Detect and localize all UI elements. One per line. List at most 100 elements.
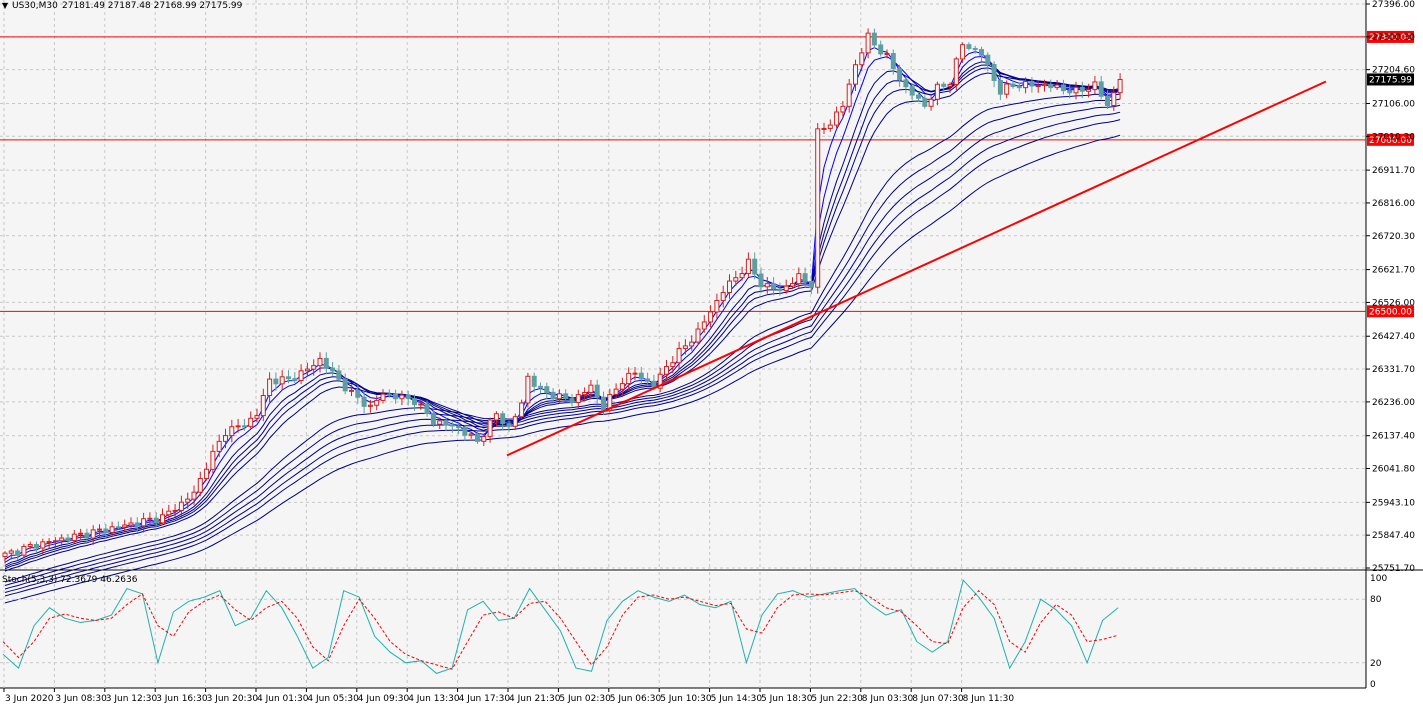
candle-body[interactable] [109, 526, 115, 533]
candle-body[interactable] [909, 86, 915, 96]
candle-body[interactable] [815, 128, 821, 288]
candle-body[interactable] [947, 83, 953, 87]
candle-body[interactable] [752, 258, 758, 275]
candle-body[interactable] [903, 79, 909, 88]
candle-body[interactable] [966, 44, 972, 49]
candle-body[interactable] [991, 64, 997, 81]
candle-body[interactable] [997, 79, 1003, 95]
candle-body[interactable] [846, 83, 852, 107]
candle-body[interactable] [714, 300, 720, 313]
candle-body[interactable] [1048, 83, 1054, 89]
candle-body[interactable] [216, 440, 222, 452]
candle-body[interactable] [386, 393, 392, 396]
candle-body[interactable] [922, 97, 928, 107]
candle-body[interactable] [764, 283, 770, 288]
candle-body[interactable] [771, 283, 777, 290]
candle-body[interactable] [330, 367, 336, 372]
candle-body[interactable] [657, 373, 663, 389]
trendline[interactable] [506, 80, 1327, 457]
candle-body[interactable] [1042, 83, 1047, 87]
candle-body[interactable] [241, 425, 247, 428]
candle-body[interactable] [456, 425, 462, 428]
candle-body[interactable] [878, 44, 884, 55]
candle-body[interactable] [695, 328, 701, 343]
candle-body[interactable] [821, 127, 827, 130]
candle-body[interactable] [569, 398, 575, 403]
candle-body[interactable] [468, 433, 474, 436]
candle-body[interactable] [1105, 95, 1110, 107]
candle-body[interactable] [563, 393, 569, 400]
candle-body[interactable] [292, 378, 298, 381]
candle-body[interactable] [1117, 78, 1123, 94]
candle-body[interactable] [972, 47, 978, 51]
candle-body[interactable] [884, 53, 890, 56]
candle-body[interactable] [941, 83, 947, 87]
candle-body[interactable] [512, 416, 518, 427]
candle-body[interactable] [254, 415, 260, 419]
candle-body[interactable] [1035, 85, 1041, 88]
candle-body[interactable] [638, 372, 644, 380]
candle-body[interactable] [430, 412, 436, 425]
candle-body[interactable] [178, 501, 184, 511]
candle-body[interactable] [1016, 86, 1022, 89]
candle-body[interactable] [1086, 89, 1092, 92]
candle-body[interactable] [147, 517, 153, 520]
candle-body[interactable] [808, 280, 814, 288]
candle-body[interactable] [197, 477, 203, 493]
chart-menu-arrow-icon[interactable]: ▼ [2, 1, 9, 10]
candle-body[interactable] [229, 426, 235, 437]
candle-body[interactable] [802, 273, 808, 282]
candle-body[interactable] [424, 403, 430, 414]
candle-body[interactable] [304, 368, 310, 372]
candle-body[interactable] [361, 396, 367, 407]
candle-body[interactable] [166, 510, 172, 516]
candle-body[interactable] [953, 58, 959, 85]
candle-body[interactable] [575, 394, 581, 403]
candle-body[interactable] [739, 273, 745, 279]
candle-body[interactable] [544, 386, 550, 393]
candle-body[interactable] [985, 54, 991, 66]
candle-body[interactable] [317, 357, 323, 367]
candle-body[interactable] [664, 366, 669, 375]
candle-body[interactable] [1098, 81, 1104, 97]
candle-body[interactable] [493, 413, 499, 421]
candle-body[interactable] [8, 550, 14, 554]
candle-body[interactable] [97, 528, 102, 531]
candle-body[interactable] [897, 68, 903, 81]
candle-body[interactable] [500, 413, 506, 425]
candle-body[interactable] [462, 426, 468, 436]
candle-body[interactable] [449, 424, 455, 427]
candle-body[interactable] [204, 468, 210, 479]
candle-body[interactable] [248, 417, 254, 427]
candle-body[interactable] [134, 522, 140, 527]
candle-body[interactable] [834, 111, 840, 126]
candle-body[interactable] [960, 44, 966, 60]
candle-body[interactable] [1004, 83, 1010, 95]
candle-body[interactable] [115, 526, 121, 529]
candle-body[interactable] [267, 378, 273, 397]
candle-body[interactable] [645, 378, 651, 382]
candle-body[interactable] [160, 514, 165, 524]
candle-body[interactable] [928, 98, 934, 107]
candle-body[interactable] [311, 365, 317, 370]
candle-body[interactable] [979, 49, 984, 56]
candle-body[interactable] [1023, 81, 1029, 89]
candle-body[interactable] [783, 285, 789, 292]
candle-body[interactable] [235, 425, 241, 428]
candle-body[interactable] [2, 552, 8, 558]
candle-body[interactable] [1060, 84, 1066, 92]
candle-body[interactable] [865, 32, 871, 54]
candle-body[interactable] [46, 541, 52, 544]
candle-body[interactable] [128, 522, 134, 526]
candle-body[interactable] [27, 544, 33, 547]
candle-body[interactable] [601, 396, 606, 412]
candle-body[interactable] [481, 436, 487, 442]
candle-body[interactable] [34, 544, 39, 549]
candle-body[interactable] [78, 532, 84, 535]
candle-body[interactable] [342, 378, 348, 392]
candle-body[interactable] [380, 393, 386, 401]
candle-body[interactable] [632, 372, 638, 375]
candle-body[interactable] [367, 404, 373, 407]
candle-body[interactable] [71, 533, 77, 542]
candle-body[interactable] [191, 491, 197, 500]
